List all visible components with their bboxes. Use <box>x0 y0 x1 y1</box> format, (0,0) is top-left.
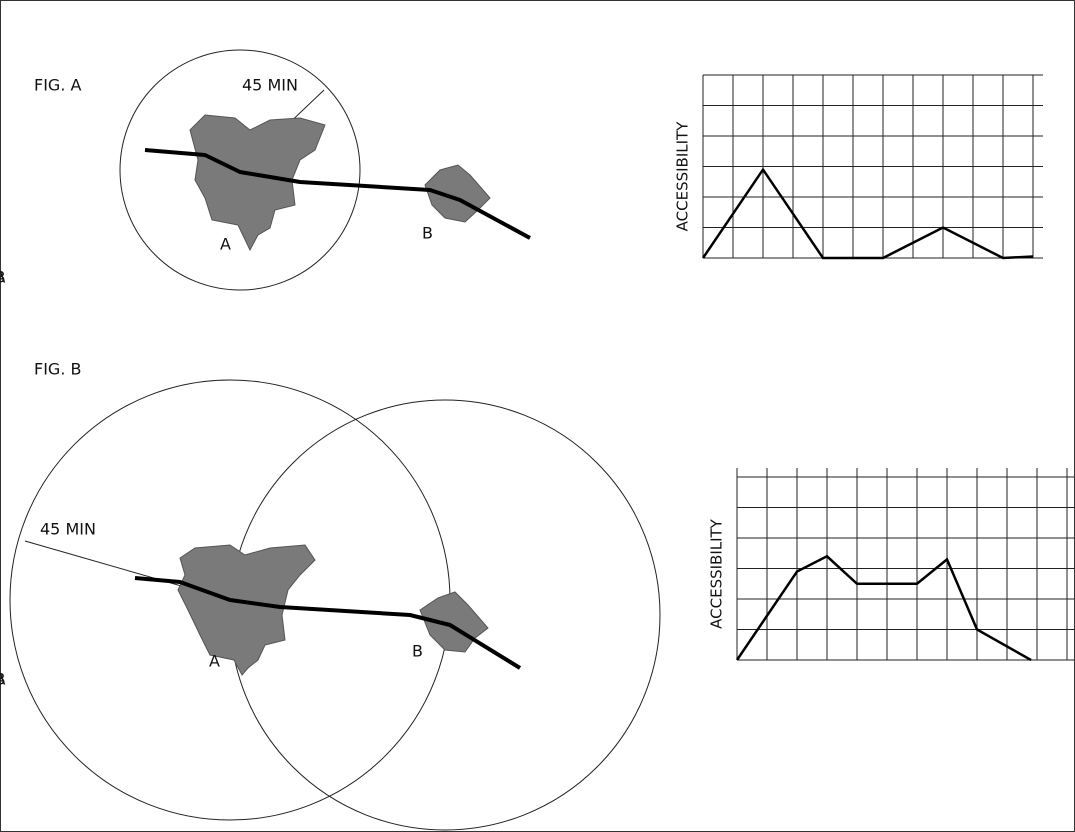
figure-label: FIG. B <box>34 360 81 379</box>
page: FIG. A 45 MIN A B FIG. B 45 MIN A B ACCE… <box>0 0 1075 832</box>
x-axis-label: B <box>0 670 5 689</box>
x-axis-label: B <box>0 268 5 287</box>
town-label: A <box>209 652 220 671</box>
town-label: B <box>412 642 423 661</box>
radius-label: 45 MIN <box>242 76 298 95</box>
figure-b-map: FIG. B 45 MIN A B <box>10 360 660 831</box>
town-area <box>178 545 315 675</box>
accessibility-curve <box>703 170 1033 258</box>
town-label: B <box>422 224 433 243</box>
y-axis-label: ACCESSIBILITY <box>708 518 726 629</box>
radius-label: 45 MIN <box>40 520 96 539</box>
figure-a-map: FIG. A 45 MIN A B <box>34 50 530 290</box>
accessibility-curve <box>737 556 1031 660</box>
town-label: A <box>220 235 231 254</box>
figure-label: FIG. A <box>34 76 81 95</box>
y-axis-label: ACCESSIBILITY <box>674 121 692 232</box>
